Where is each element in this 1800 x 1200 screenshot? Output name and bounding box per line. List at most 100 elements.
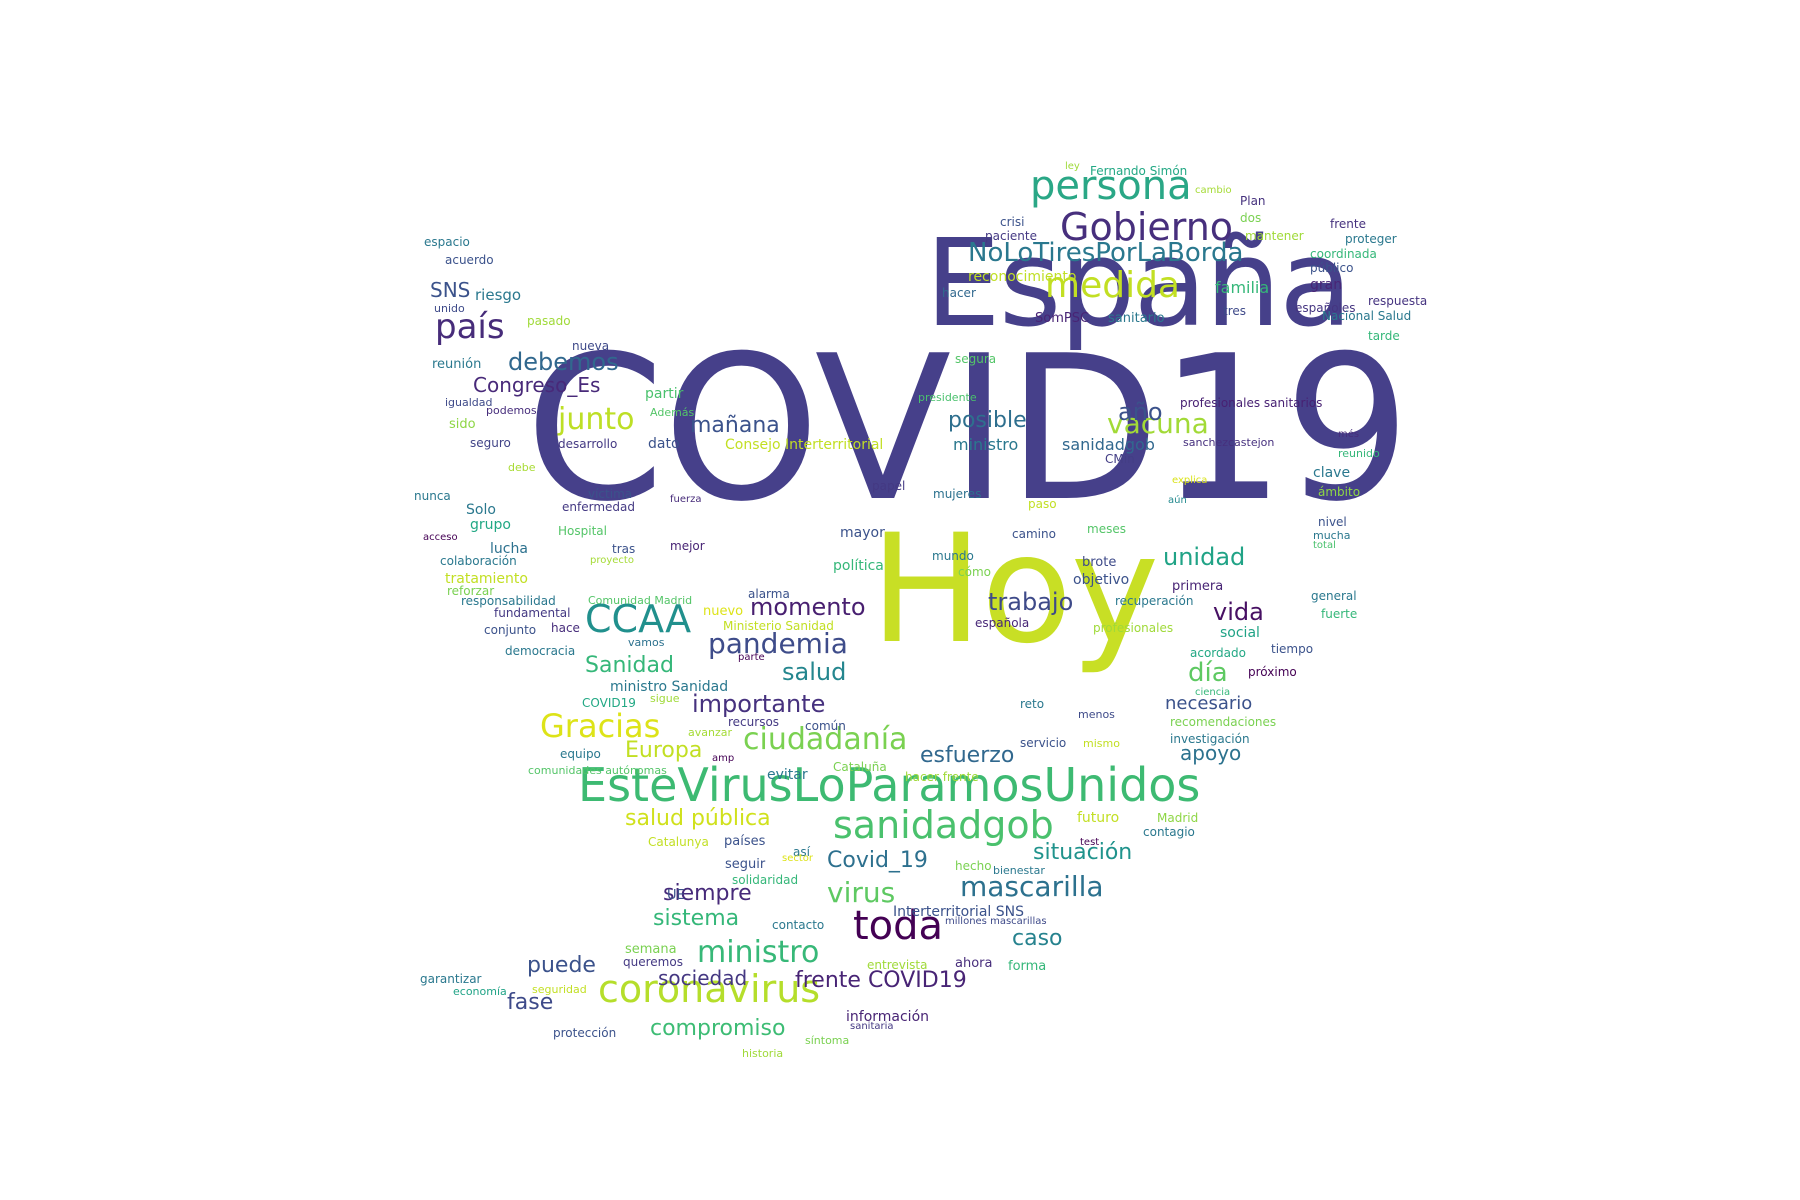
word-cloud-word: tiempo — [1271, 642, 1314, 656]
word-cloud-word: enfermedad — [562, 500, 635, 514]
word-cloud-word: debemos — [508, 348, 619, 376]
word-cloud-word: recomendaciones — [1170, 715, 1277, 729]
word-cloud-word: sanchezcastejon — [1183, 436, 1275, 449]
word-cloud-word: primera — [1172, 579, 1224, 594]
word-cloud-word: Catalunya — [648, 835, 709, 849]
word-cloud-word: medida — [1045, 265, 1180, 306]
word-cloud-word: dato — [648, 436, 680, 452]
word-cloud-word: caso — [1012, 926, 1063, 951]
word-cloud-word: més — [1338, 429, 1360, 440]
word-cloud-word: SNS — [430, 278, 471, 302]
word-cloud-word: crisi — [1000, 215, 1025, 229]
word-cloud-word: Hospital — [558, 524, 607, 538]
word-cloud-word: hecho — [955, 859, 992, 873]
word-cloud-word: acuerdo — [445, 253, 494, 267]
word-cloud-word: hace — [551, 621, 580, 635]
word-cloud-word: necesario — [1165, 693, 1253, 714]
word-cloud-word: cómo — [958, 565, 991, 579]
word-cloud-word: forma — [1008, 959, 1047, 974]
word-cloud-word: CCAA — [585, 597, 692, 641]
word-cloud-word: familia — [1215, 278, 1270, 297]
word-cloud-word: ministro — [697, 935, 820, 970]
word-cloud-word: mujeres — [933, 487, 982, 501]
word-cloud-word: virus — [827, 876, 896, 909]
word-cloud-word: seguir — [725, 857, 766, 872]
word-cloud-word: importante — [692, 690, 826, 718]
word-cloud-word: amp — [712, 753, 735, 764]
word-cloud-word: sido — [449, 417, 476, 432]
word-cloud-word: recuperación — [1115, 594, 1194, 608]
word-cloud-word: situación — [1033, 840, 1133, 865]
word-cloud-word: Congreso_Es — [473, 373, 601, 397]
word-cloud-word: reforzar — [447, 584, 495, 598]
word-cloud-word: Ministerio Sanidad — [723, 619, 834, 633]
word-cloud-word: seguro — [470, 436, 511, 450]
word-cloud-word: respuesta — [1368, 294, 1428, 308]
word-cloud-word: EsteVirusLoParamosUnidos — [578, 758, 1201, 812]
word-cloud-word: igualdad — [445, 396, 493, 409]
word-cloud-word: países — [724, 834, 766, 849]
word-cloud-word: presidente — [918, 391, 977, 404]
word-cloud-word: Plan — [1240, 194, 1266, 208]
word-cloud-word: menos — [1078, 708, 1115, 721]
word-cloud-word: ministro — [953, 435, 1019, 454]
word-cloud-word: vamos — [628, 636, 665, 649]
word-cloud-word: millones mascarillas — [945, 916, 1047, 927]
word-cloud-word: Covid_19 — [827, 848, 928, 873]
word-cloud-word: Consejo Interterritorial — [725, 437, 884, 453]
word-cloud-word: democracia — [505, 644, 576, 658]
word-cloud-word: acceso — [423, 532, 458, 543]
word-cloud-word: podemos — [486, 404, 537, 417]
word-cloud-word: mundo — [932, 549, 974, 563]
word-cloud-word: política — [833, 558, 884, 574]
word-cloud-word: ciudadanía — [743, 722, 908, 757]
word-cloud-word: recursos — [728, 715, 780, 729]
word-cloud-word: mejor — [670, 539, 705, 553]
word-cloud-word: meses — [1087, 522, 1126, 536]
word-cloud-word: COVID19 — [582, 696, 636, 710]
word-cloud-word: profesionales sanitarios — [1180, 396, 1323, 410]
word-cloud-word: conjunto — [484, 623, 537, 637]
word-cloud-word: síntoma — [805, 1034, 850, 1047]
word-cloud-word: brote — [1082, 555, 1117, 570]
word-cloud-word: paso — [1028, 497, 1057, 511]
word-cloud-word: comunidades autónomas — [528, 764, 667, 777]
word-cloud-word: próximo — [1248, 665, 1297, 679]
word-cloud-word: fase — [507, 990, 554, 1015]
word-cloud-word: espacio — [424, 235, 470, 249]
word-cloud-word: entrevista — [867, 958, 928, 972]
word-cloud-word: información — [846, 1009, 930, 1025]
word-cloud-word: dos — [1240, 211, 1262, 225]
word-cloud-word: fuerte — [1321, 607, 1358, 621]
word-cloud-word: desarrollo — [558, 437, 618, 451]
word-cloud-word: Gobierno — [1060, 205, 1234, 249]
word-cloud-word: hacer frente — [905, 770, 979, 784]
word-cloud-word: coordinada — [1310, 247, 1377, 261]
word-cloud-word: historia — [742, 1047, 784, 1060]
word-cloud-word: proyecto — [590, 555, 634, 566]
word-cloud-word: hacer — [942, 286, 976, 300]
word-cloud-word: alarma — [748, 587, 790, 601]
word-cloud-word: futuro — [1077, 810, 1120, 826]
word-cloud-word: Hoy — [870, 503, 1159, 677]
word-cloud-word: responsabilidad — [461, 594, 556, 608]
word-cloud-word: unido — [434, 302, 465, 315]
word-cloud-word: proteger — [1345, 232, 1397, 246]
word-cloud-word: social — [1220, 625, 1260, 641]
word-cloud-word: contacto — [772, 918, 825, 932]
word-cloud-word: coronavirus — [598, 967, 821, 1011]
word-cloud-word: nuevo — [703, 604, 744, 619]
word-cloud-word: paciente — [985, 229, 1037, 243]
word-cloud-word: clave — [1313, 465, 1351, 481]
word-cloud-word: posible — [948, 408, 1027, 433]
word-cloud-word: tarde — [1368, 329, 1400, 343]
word-cloud-word: Cataluña — [833, 760, 887, 774]
word-cloud-word: Fernando Simón — [1090, 164, 1188, 178]
word-cloud-word: partir — [645, 386, 684, 402]
word-cloud-word: sanitaria — [850, 1021, 894, 1032]
word-cloud-word: aún — [1168, 495, 1187, 506]
word-cloud-word: mañana — [690, 413, 780, 438]
word-cloud-word: sigue — [650, 692, 680, 705]
word-cloud-word: día — [1188, 658, 1228, 688]
